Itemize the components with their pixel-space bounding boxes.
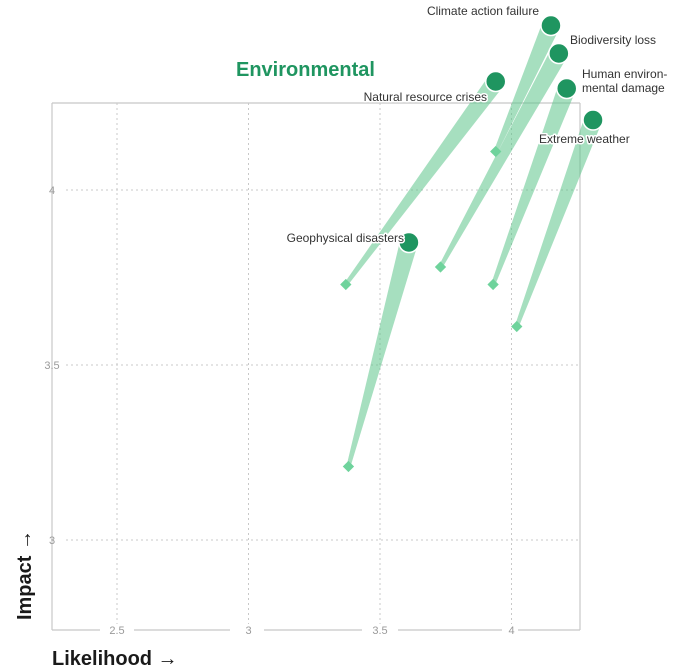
- start-marker: [490, 145, 502, 158]
- y-tick-label: 4: [49, 185, 55, 197]
- x-tick-label: 4: [508, 625, 514, 637]
- trail-band: [493, 21, 560, 153]
- point-label: Geophysical disasters: [287, 231, 404, 245]
- start-marker: [487, 278, 499, 291]
- tick-labels: 2.5 3 3.5 4 3 3.5 4: [44, 185, 514, 637]
- x-tick-label: 2.5: [109, 625, 124, 637]
- start-marker: [434, 261, 447, 273]
- y-tick-label: 3.5: [44, 360, 59, 372]
- point-label: Biodiversity loss: [570, 33, 656, 47]
- trail-band: [344, 76, 503, 286]
- start-marker: [340, 278, 352, 291]
- y-tick-label: 3: [49, 535, 55, 547]
- point-label: Extreme weather: [539, 132, 630, 146]
- end-marker: [398, 231, 420, 254]
- start-marker: [342, 460, 355, 473]
- start-marker: [511, 320, 523, 333]
- end-markers: [398, 14, 604, 254]
- end-marker: [548, 42, 570, 65]
- end-marker: [555, 77, 578, 100]
- point-labels: Climate action failure Biodiversity loss H…: [285, 3, 669, 247]
- point-label: Climate action failure: [427, 4, 539, 18]
- point-label: Human environ-mental damage: [582, 67, 667, 95]
- end-marker: [582, 109, 604, 131]
- grid: [51, 102, 581, 631]
- point-label: Natural resource crises: [364, 90, 487, 104]
- trail-band: [438, 49, 567, 268]
- x-tick-label: 3: [245, 625, 251, 637]
- trail-band: [491, 85, 576, 286]
- chart-title: Environmental: [236, 59, 375, 81]
- end-marker: [484, 70, 507, 93]
- end-marker: [540, 14, 562, 37]
- start-markers: [340, 145, 523, 473]
- y-axis-title: Impact →: [14, 530, 36, 621]
- trail-band: [514, 116, 602, 328]
- trails: [344, 21, 602, 467]
- x-axis-title: Likelihood →: [52, 648, 178, 670]
- trail-band: [346, 240, 418, 467]
- x-tick-label: 3.5: [372, 625, 387, 637]
